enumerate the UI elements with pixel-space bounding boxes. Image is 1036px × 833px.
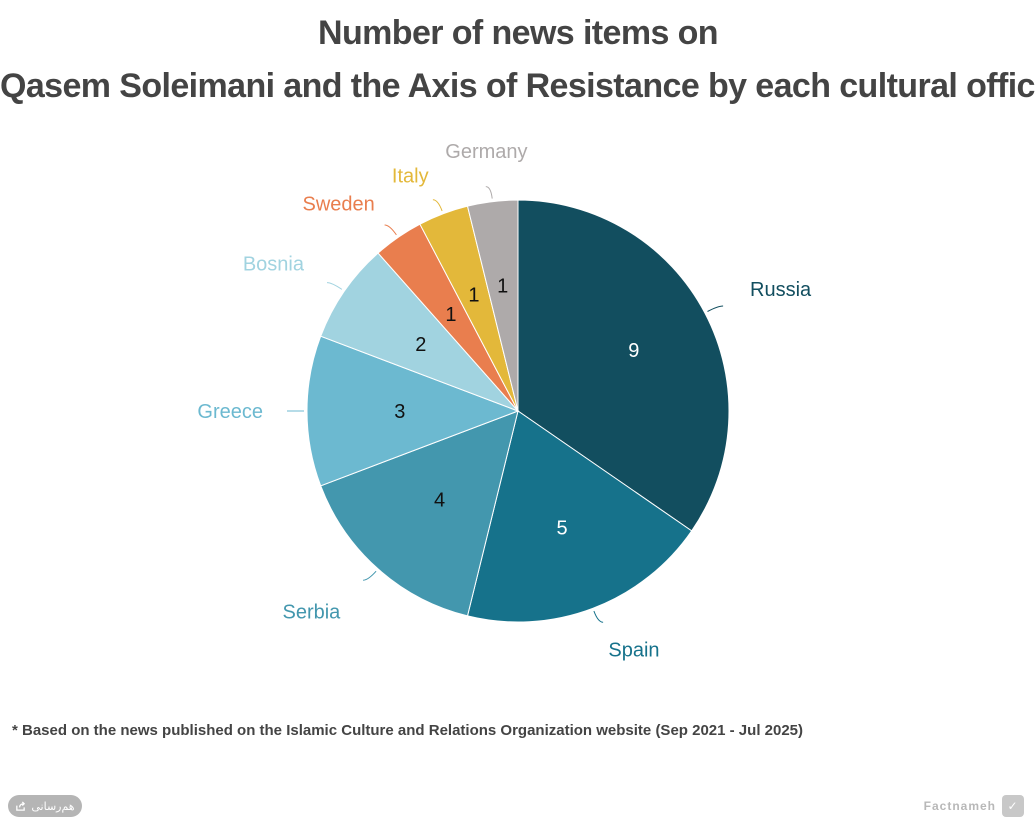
- category-label-serbia: Serbia: [282, 602, 341, 624]
- slice-value-spain: 5: [557, 517, 568, 539]
- leader-line-italy: [432, 199, 443, 212]
- category-label-sweden: Sweden: [303, 194, 375, 216]
- share-icon: [15, 800, 26, 812]
- pie-slice-spain[interactable]: [466, 410, 693, 623]
- slice-value-russia: 9: [628, 340, 639, 362]
- slice-value-bosnia: 2: [415, 334, 426, 356]
- slice-value-sweden: 1: [445, 304, 456, 326]
- slice-value-greece: 3: [394, 401, 405, 423]
- slice-value-italy: 1: [468, 285, 479, 307]
- footnote: * Based on the news published on the Isl…: [12, 722, 804, 739]
- category-label-greece: Greece: [197, 401, 263, 423]
- chart-title-line-1: Number of news items on: [318, 14, 719, 52]
- category-label-germany: Germany: [445, 141, 527, 163]
- category-label-spain: Spain: [608, 639, 659, 661]
- slice-value-serbia: 4: [434, 489, 445, 511]
- pie-chart: 9 Russia 5 Spain 4 Serbia 3 Greece 2 Bosnia 1 Swede…: [197, 141, 812, 662]
- pie-slice-bosnia[interactable]: [320, 252, 519, 412]
- pie-slice-russia[interactable]: [517, 199, 730, 532]
- leader-line-bosnia: [326, 282, 343, 290]
- leader-line-germany: [485, 186, 493, 199]
- leader-line-spain: [593, 610, 604, 623]
- leader-line-sweden: [384, 224, 397, 236]
- pie-slice-germany[interactable]: [466, 199, 519, 412]
- category-label-bosnia: Bosnia: [243, 253, 305, 275]
- factnameh-logo-icon: ✓: [1002, 795, 1024, 817]
- share-button-label: هم‌رسانی: [31, 800, 75, 813]
- category-label-russia: Russia: [750, 279, 812, 301]
- chart-title-line-2: Qasem Soleimani and the Axis of Resistan…: [0, 67, 1036, 105]
- share-button[interactable]: هم‌رسانی: [8, 795, 82, 817]
- slice-value-germany: 1: [497, 275, 508, 297]
- leader-line-serbia: [363, 570, 377, 581]
- pie-slice-greece[interactable]: [306, 335, 520, 487]
- category-label-italy: Italy: [392, 165, 429, 187]
- pie-slice-serbia[interactable]: [320, 410, 519, 617]
- leader-line-russia: [707, 305, 724, 312]
- brand: Factnameh ✓: [924, 795, 1024, 817]
- brand-name: Factnameh: [923, 799, 996, 813]
